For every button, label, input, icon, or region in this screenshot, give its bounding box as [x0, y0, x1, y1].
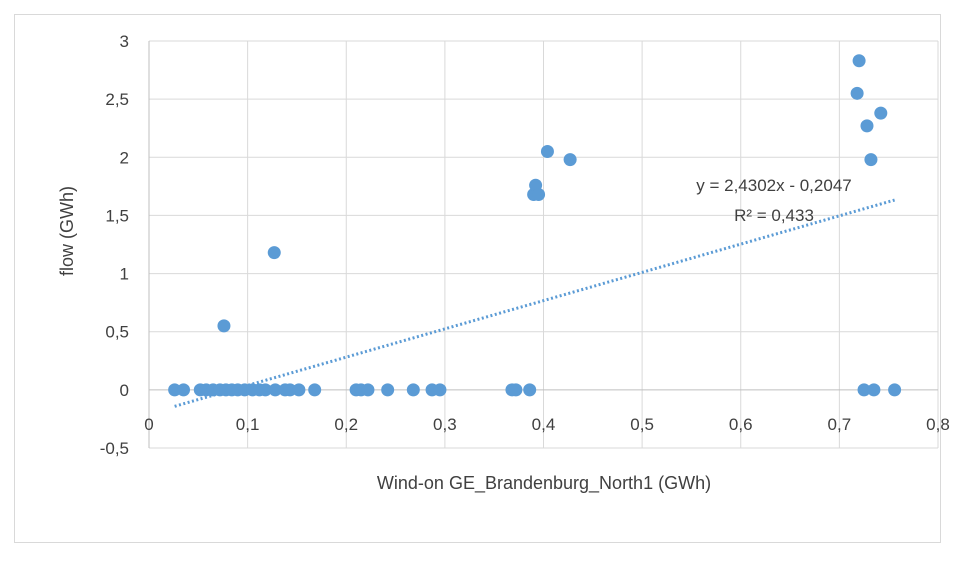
- data-point: [258, 383, 272, 397]
- data-point: [852, 54, 866, 68]
- trendline: [174, 198, 896, 408]
- trendline-group: [174, 198, 896, 408]
- data-point: [874, 106, 888, 120]
- y-tick-label: 3: [120, 32, 129, 51]
- data-point: [217, 319, 231, 333]
- y-tick-label: 2: [120, 148, 129, 167]
- x-tick-label: 0: [144, 415, 153, 434]
- y-axis-title: flow (GWh): [57, 186, 77, 276]
- data-point: [540, 144, 554, 158]
- x-tick-labels: 0 0,1 0,2 0,3 0,4 0,5 0,6 0,7 0,8: [144, 415, 950, 434]
- data-point: [509, 383, 523, 397]
- x-tick-label: 0,8: [926, 415, 950, 434]
- data-point: [867, 383, 881, 397]
- x-tick-label: 0,5: [630, 415, 654, 434]
- data-point: [864, 153, 878, 167]
- x-axis-title: Wind-on GE_Brandenburg_North1 (GWh): [377, 473, 711, 494]
- trendline-equation-label: y = 2,4302x - 0,2047: [696, 176, 851, 195]
- data-point: [406, 383, 420, 397]
- data-point: [292, 383, 306, 397]
- data-point: [361, 383, 375, 397]
- data-point: [267, 246, 281, 260]
- chart-frame: [14, 14, 941, 543]
- trendline-r2-label: R² = 0,433: [734, 206, 814, 225]
- x-tick-label: 0,4: [532, 415, 556, 434]
- x-tick-label: 0,2: [334, 415, 358, 434]
- data-point: [433, 383, 447, 397]
- y-tick-label: 0,5: [105, 323, 129, 342]
- gridlines: [149, 40, 939, 449]
- data-point: [857, 383, 871, 397]
- data-point: [381, 383, 395, 397]
- data-point: [177, 383, 191, 397]
- x-tick-label: 0,6: [729, 415, 753, 434]
- data-point: [523, 383, 537, 397]
- y-tick-label: 1,5: [105, 206, 129, 225]
- data-point: [563, 153, 577, 167]
- x-tick-label: 0,7: [828, 415, 852, 434]
- y-tick-label: 2,5: [105, 90, 129, 109]
- data-point: [268, 383, 282, 397]
- data-points: [168, 54, 902, 397]
- data-point: [308, 383, 322, 397]
- y-tick-label: 1: [120, 265, 129, 284]
- data-point: [850, 86, 864, 100]
- x-tick-label: 0,1: [236, 415, 260, 434]
- y-tick-labels: -0,5 0 0,5 1 1,5 2 2,5 3: [100, 32, 129, 458]
- data-point: [860, 119, 874, 133]
- x-tick-label: 0,3: [433, 415, 457, 434]
- data-point: [888, 383, 902, 397]
- y-tick-label: 0: [120, 381, 129, 400]
- data-point: [532, 187, 546, 201]
- y-tick-label: -0,5: [100, 439, 129, 458]
